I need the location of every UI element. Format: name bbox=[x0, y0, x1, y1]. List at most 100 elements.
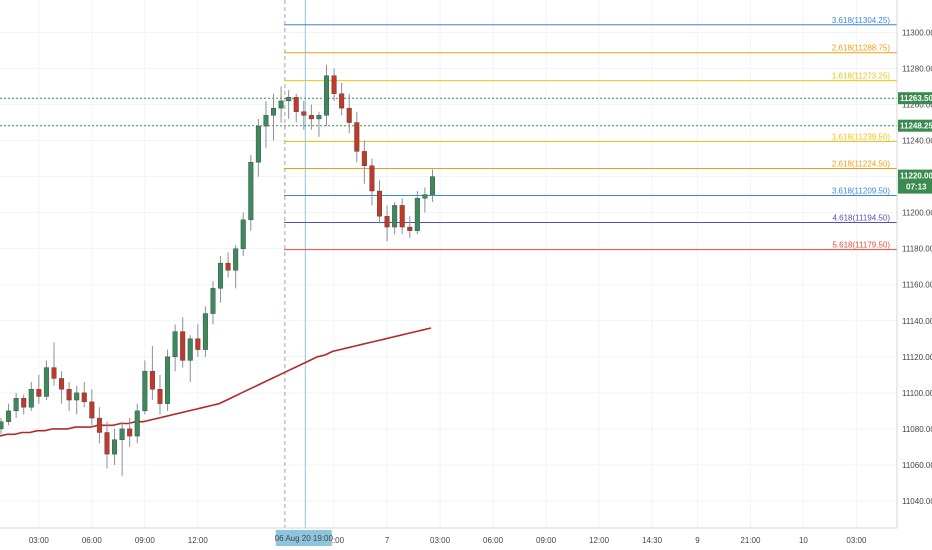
level-price-badge bbox=[898, 92, 932, 105]
candle-bullish bbox=[248, 161, 254, 221]
candle-bearish bbox=[225, 262, 231, 271]
time-tick-label: 03:00 bbox=[846, 536, 867, 545]
price-tick-label: 11120.00 bbox=[902, 353, 932, 362]
candle-bearish bbox=[21, 398, 27, 408]
candlesticks bbox=[0, 64, 435, 476]
grid-lines bbox=[0, 0, 897, 528]
time-tick-label: 12:00 bbox=[188, 536, 209, 545]
candle-bullish bbox=[119, 428, 125, 440]
time-tick-label: 7 bbox=[385, 536, 390, 545]
candle-bearish bbox=[339, 93, 345, 109]
candle-bullish bbox=[112, 439, 118, 455]
candle-bearish bbox=[36, 389, 42, 397]
candle-bullish bbox=[422, 194, 428, 199]
candle-bearish bbox=[195, 338, 201, 350]
time-tick-label: 10 bbox=[799, 536, 808, 545]
price-tick-label: 11260.00 bbox=[902, 101, 932, 110]
price-tick-label: 11200.00 bbox=[902, 209, 932, 218]
candle-bearish bbox=[127, 428, 133, 437]
horizontal-lines bbox=[0, 97, 897, 127]
time-tick-label: 03:00 bbox=[430, 536, 451, 545]
candle-bearish bbox=[104, 432, 110, 455]
fib-level-label: 1.618(11273.25) bbox=[832, 72, 890, 81]
price-tick-label: 11180.00 bbox=[902, 245, 932, 254]
time-tick-label: 06:00 bbox=[82, 536, 103, 545]
candle-bullish bbox=[278, 100, 284, 109]
price-axis[interactable]: 11040.00 11060.00 11080.00 11100.00 11120.00… bbox=[902, 28, 932, 506]
vertical-markers bbox=[284, 0, 306, 528]
candle-bullish bbox=[263, 115, 269, 127]
time-tick-label: 9 bbox=[695, 536, 700, 545]
candle-bearish bbox=[66, 389, 72, 401]
price-badges: 11263.50 11248.25 11220.00 07:13 bbox=[898, 92, 932, 194]
candle-bearish bbox=[301, 111, 307, 116]
candle-bullish bbox=[134, 410, 140, 437]
candle-bullish bbox=[271, 107, 277, 116]
candle-bullish bbox=[202, 313, 208, 350]
price-tick-label: 11280.00 bbox=[902, 64, 932, 73]
candle-bearish bbox=[149, 371, 155, 390]
candle-bearish bbox=[384, 216, 390, 228]
candle-bullish bbox=[255, 125, 261, 163]
fib-level-label: 2.618(11288.75) bbox=[832, 44, 890, 53]
candle-bullish bbox=[218, 262, 224, 289]
time-tick-label: 12:00 bbox=[589, 536, 610, 545]
candle-bullish bbox=[74, 392, 80, 401]
fib-level-label: 2.618(11224.50) bbox=[832, 159, 890, 168]
candle-bullish bbox=[210, 288, 216, 314]
candle-bearish bbox=[399, 205, 405, 228]
time-tick-label: 09:00 bbox=[536, 536, 557, 545]
bar-countdown-label: 07:13 bbox=[906, 183, 927, 192]
fib-level-label: 1.618(11239.50) bbox=[832, 132, 890, 141]
candle-bearish bbox=[354, 122, 360, 152]
candle-bullish bbox=[43, 367, 49, 397]
candle-bullish bbox=[233, 248, 239, 271]
candle-bullish bbox=[429, 176, 435, 195]
candle-bullish bbox=[392, 205, 398, 228]
current-price-badge bbox=[898, 169, 932, 194]
candle-bearish bbox=[346, 107, 352, 123]
candle-bullish bbox=[13, 398, 19, 412]
time-tick-label: 03:00 bbox=[29, 536, 50, 545]
candle-bullish bbox=[165, 356, 171, 404]
candle-bearish bbox=[377, 190, 383, 217]
candle-bullish bbox=[0, 421, 4, 430]
time-tick-label: 21:00 bbox=[740, 536, 761, 545]
candle-bearish bbox=[180, 331, 186, 361]
current-price-label: 11220.00 bbox=[900, 172, 932, 181]
price-tick-label: 11240.00 bbox=[902, 137, 932, 146]
candle-bearish bbox=[96, 417, 102, 433]
candle-bearish bbox=[59, 378, 65, 390]
level-price-badge-label: 11248.25 bbox=[900, 122, 932, 131]
candle-bullish bbox=[240, 219, 246, 249]
price-tick-label: 11060.00 bbox=[902, 461, 932, 470]
crosshair-time-badge bbox=[275, 530, 332, 546]
candle-bullish bbox=[142, 371, 148, 412]
fib-level-label: 5.618(11179.50) bbox=[832, 241, 890, 250]
candle-bearish bbox=[51, 367, 57, 379]
price-tick-label: 11080.00 bbox=[902, 425, 932, 434]
price-tick-label: 11160.00 bbox=[902, 281, 932, 290]
time-tick-label: 06:00 bbox=[483, 536, 504, 545]
moving-average-line bbox=[0, 327, 432, 437]
price-tick-label: 11100.00 bbox=[902, 389, 932, 398]
candle-bearish bbox=[81, 392, 87, 403]
moving-average bbox=[0, 327, 432, 437]
candle-bullish bbox=[286, 97, 292, 102]
fibonacci-levels: 3.618(11304.25) 2.618(11288.75) 1.618(1127… bbox=[284, 16, 897, 251]
level-price-badge-label: 11263.50 bbox=[900, 94, 932, 103]
level-price-badge bbox=[898, 119, 932, 132]
candle-bullish bbox=[6, 410, 12, 422]
fib-level-label: 4.618(11194.50) bbox=[832, 214, 890, 223]
time-axis[interactable]: 03:00 06:00 09:00 12:00 21:00 7 03:00 06:00 09:0… bbox=[29, 530, 867, 546]
candle-bullish bbox=[414, 198, 420, 231]
crosshair-time-label: 06 Aug 20 19:00 bbox=[275, 534, 334, 543]
fib-level-label: 3.618(11209.50) bbox=[832, 187, 890, 196]
candle-bullish bbox=[324, 75, 330, 116]
candle-bullish bbox=[172, 331, 178, 358]
time-tick-label: 14:30 bbox=[642, 536, 663, 545]
candle-bullish bbox=[316, 115, 322, 120]
candle-bearish bbox=[308, 115, 314, 120]
